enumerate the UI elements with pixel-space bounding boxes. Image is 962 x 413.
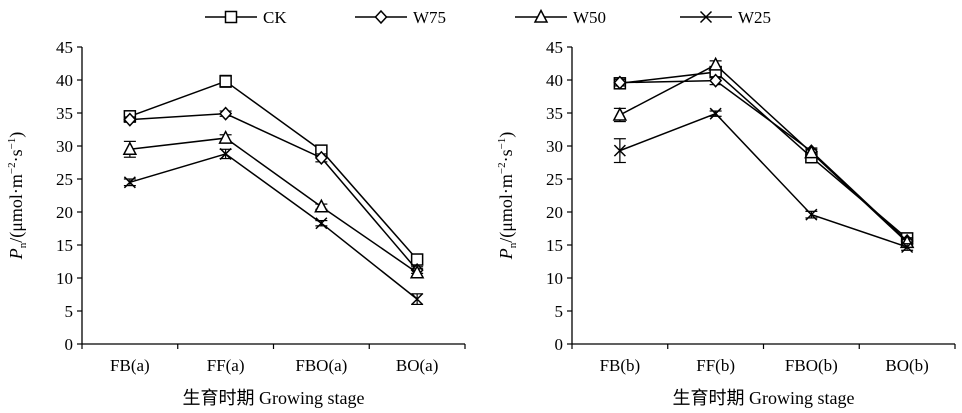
data-point-w25: [411, 293, 424, 306]
series-line: [619, 71, 908, 239]
legend-marker-diamond: [374, 9, 388, 25]
x-tick-label: BO(b): [885, 356, 928, 375]
legend-label: W50: [573, 8, 606, 27]
x-tick-label: FB(b): [600, 356, 641, 375]
y-axis-label: Pn/(μmol·m−2·s−1): [496, 132, 519, 261]
y-tick-label: 45: [546, 38, 563, 57]
y-tick-label: 10: [56, 269, 73, 288]
y-tick-label: 20: [546, 203, 563, 222]
data-point-w50: [804, 144, 819, 159]
data-point-w75: [314, 150, 328, 165]
data-point-w50: [409, 264, 425, 279]
series-line: [129, 153, 418, 300]
series-w75: [613, 73, 914, 249]
y-tick-label: 20: [56, 203, 73, 222]
legend-label: W25: [738, 8, 771, 27]
x-tick-label: BO(a): [396, 356, 438, 375]
legend-entry-w25: W25: [680, 8, 771, 27]
series-w50: [612, 56, 915, 249]
y-tick-label: 30: [546, 137, 563, 156]
data-point-w25: [805, 208, 818, 221]
data-point-w75: [123, 112, 137, 127]
data-point-w50: [218, 129, 233, 144]
x-tick-label: FBO(b): [785, 356, 838, 375]
y-tick-label: 0: [555, 335, 564, 354]
x-tick-label: FB(a): [110, 356, 150, 375]
data-point-w25: [315, 217, 328, 230]
data-point-w75: [219, 106, 233, 121]
y-tick-label: 25: [56, 170, 73, 189]
series-w50: [122, 129, 425, 279]
x-axis-label: 生育时期 Growing stage: [183, 388, 365, 408]
data-point-w50: [314, 198, 329, 213]
y-axis-label: Pn/(μmol·m−2·s−1): [6, 132, 29, 261]
series-line: [129, 112, 418, 271]
legend-entry-ck: CK: [205, 8, 287, 27]
data-point-w25: [709, 107, 722, 120]
y-tick-label: 0: [65, 335, 74, 354]
legend-label: W75: [413, 8, 446, 27]
legend-entry-w50: W50: [515, 8, 606, 27]
data-point-w25: [123, 176, 136, 189]
legend: CK W75 W50 W25: [205, 8, 771, 27]
data-point-w75: [709, 73, 723, 88]
data-point-w50: [122, 141, 138, 156]
series-w25: [123, 147, 424, 306]
legend-label: CK: [263, 8, 287, 27]
series-w25: [613, 107, 914, 254]
x-tick-label: FBO(a): [295, 356, 347, 375]
series-line: [619, 112, 908, 248]
chart-panel-right: 0 5 10 15 20 25 30 35 40 45 FB(b) FF(b) FBO(b) BO(b) 生…: [496, 38, 956, 408]
y-tick-label: 35: [546, 104, 563, 123]
x-tick-label: FF(b): [696, 356, 735, 375]
x-axis-label: 生育时期 Growing stage: [673, 388, 855, 408]
y-tick-label: 30: [56, 137, 73, 156]
data-point-ck: [219, 75, 232, 88]
series-line: [129, 80, 418, 261]
y-tick-label: 15: [546, 236, 563, 255]
y-tick-label: 40: [546, 71, 563, 90]
y-tick-label: 25: [546, 170, 563, 189]
data-point-w25: [901, 240, 914, 254]
data-point-w50: [708, 56, 723, 71]
legend-marker-square: [224, 10, 238, 24]
legend-marker-triangle: [533, 8, 549, 23]
y-tick-label: 40: [56, 71, 73, 90]
y-tick-label: 35: [56, 104, 73, 123]
data-point-w25: [613, 144, 626, 157]
y-tick-label: 15: [56, 236, 73, 255]
y-tick-label: 5: [65, 302, 74, 321]
x-tick-label: FF(a): [207, 356, 245, 375]
series-ck: [613, 65, 914, 245]
series-line: [129, 137, 418, 274]
series-line: [619, 63, 908, 243]
legend-entry-w75: W75: [355, 8, 446, 27]
y-tick-label: 45: [56, 38, 73, 57]
y-tick-label: 10: [546, 269, 563, 288]
legend-marker-x: [699, 10, 713, 24]
series-w75: [123, 106, 424, 278]
series-line: [619, 79, 908, 242]
data-point-w75: [613, 75, 627, 90]
y-tick-label: 5: [555, 302, 564, 321]
chart-panel-left: 0 5 10 15 20 25 30 35 40 45 FB(a) FF(a) FBO(a) BO(a) 生…: [6, 38, 466, 408]
data-point-w25: [219, 147, 232, 160]
data-point-w50: [612, 106, 628, 121]
